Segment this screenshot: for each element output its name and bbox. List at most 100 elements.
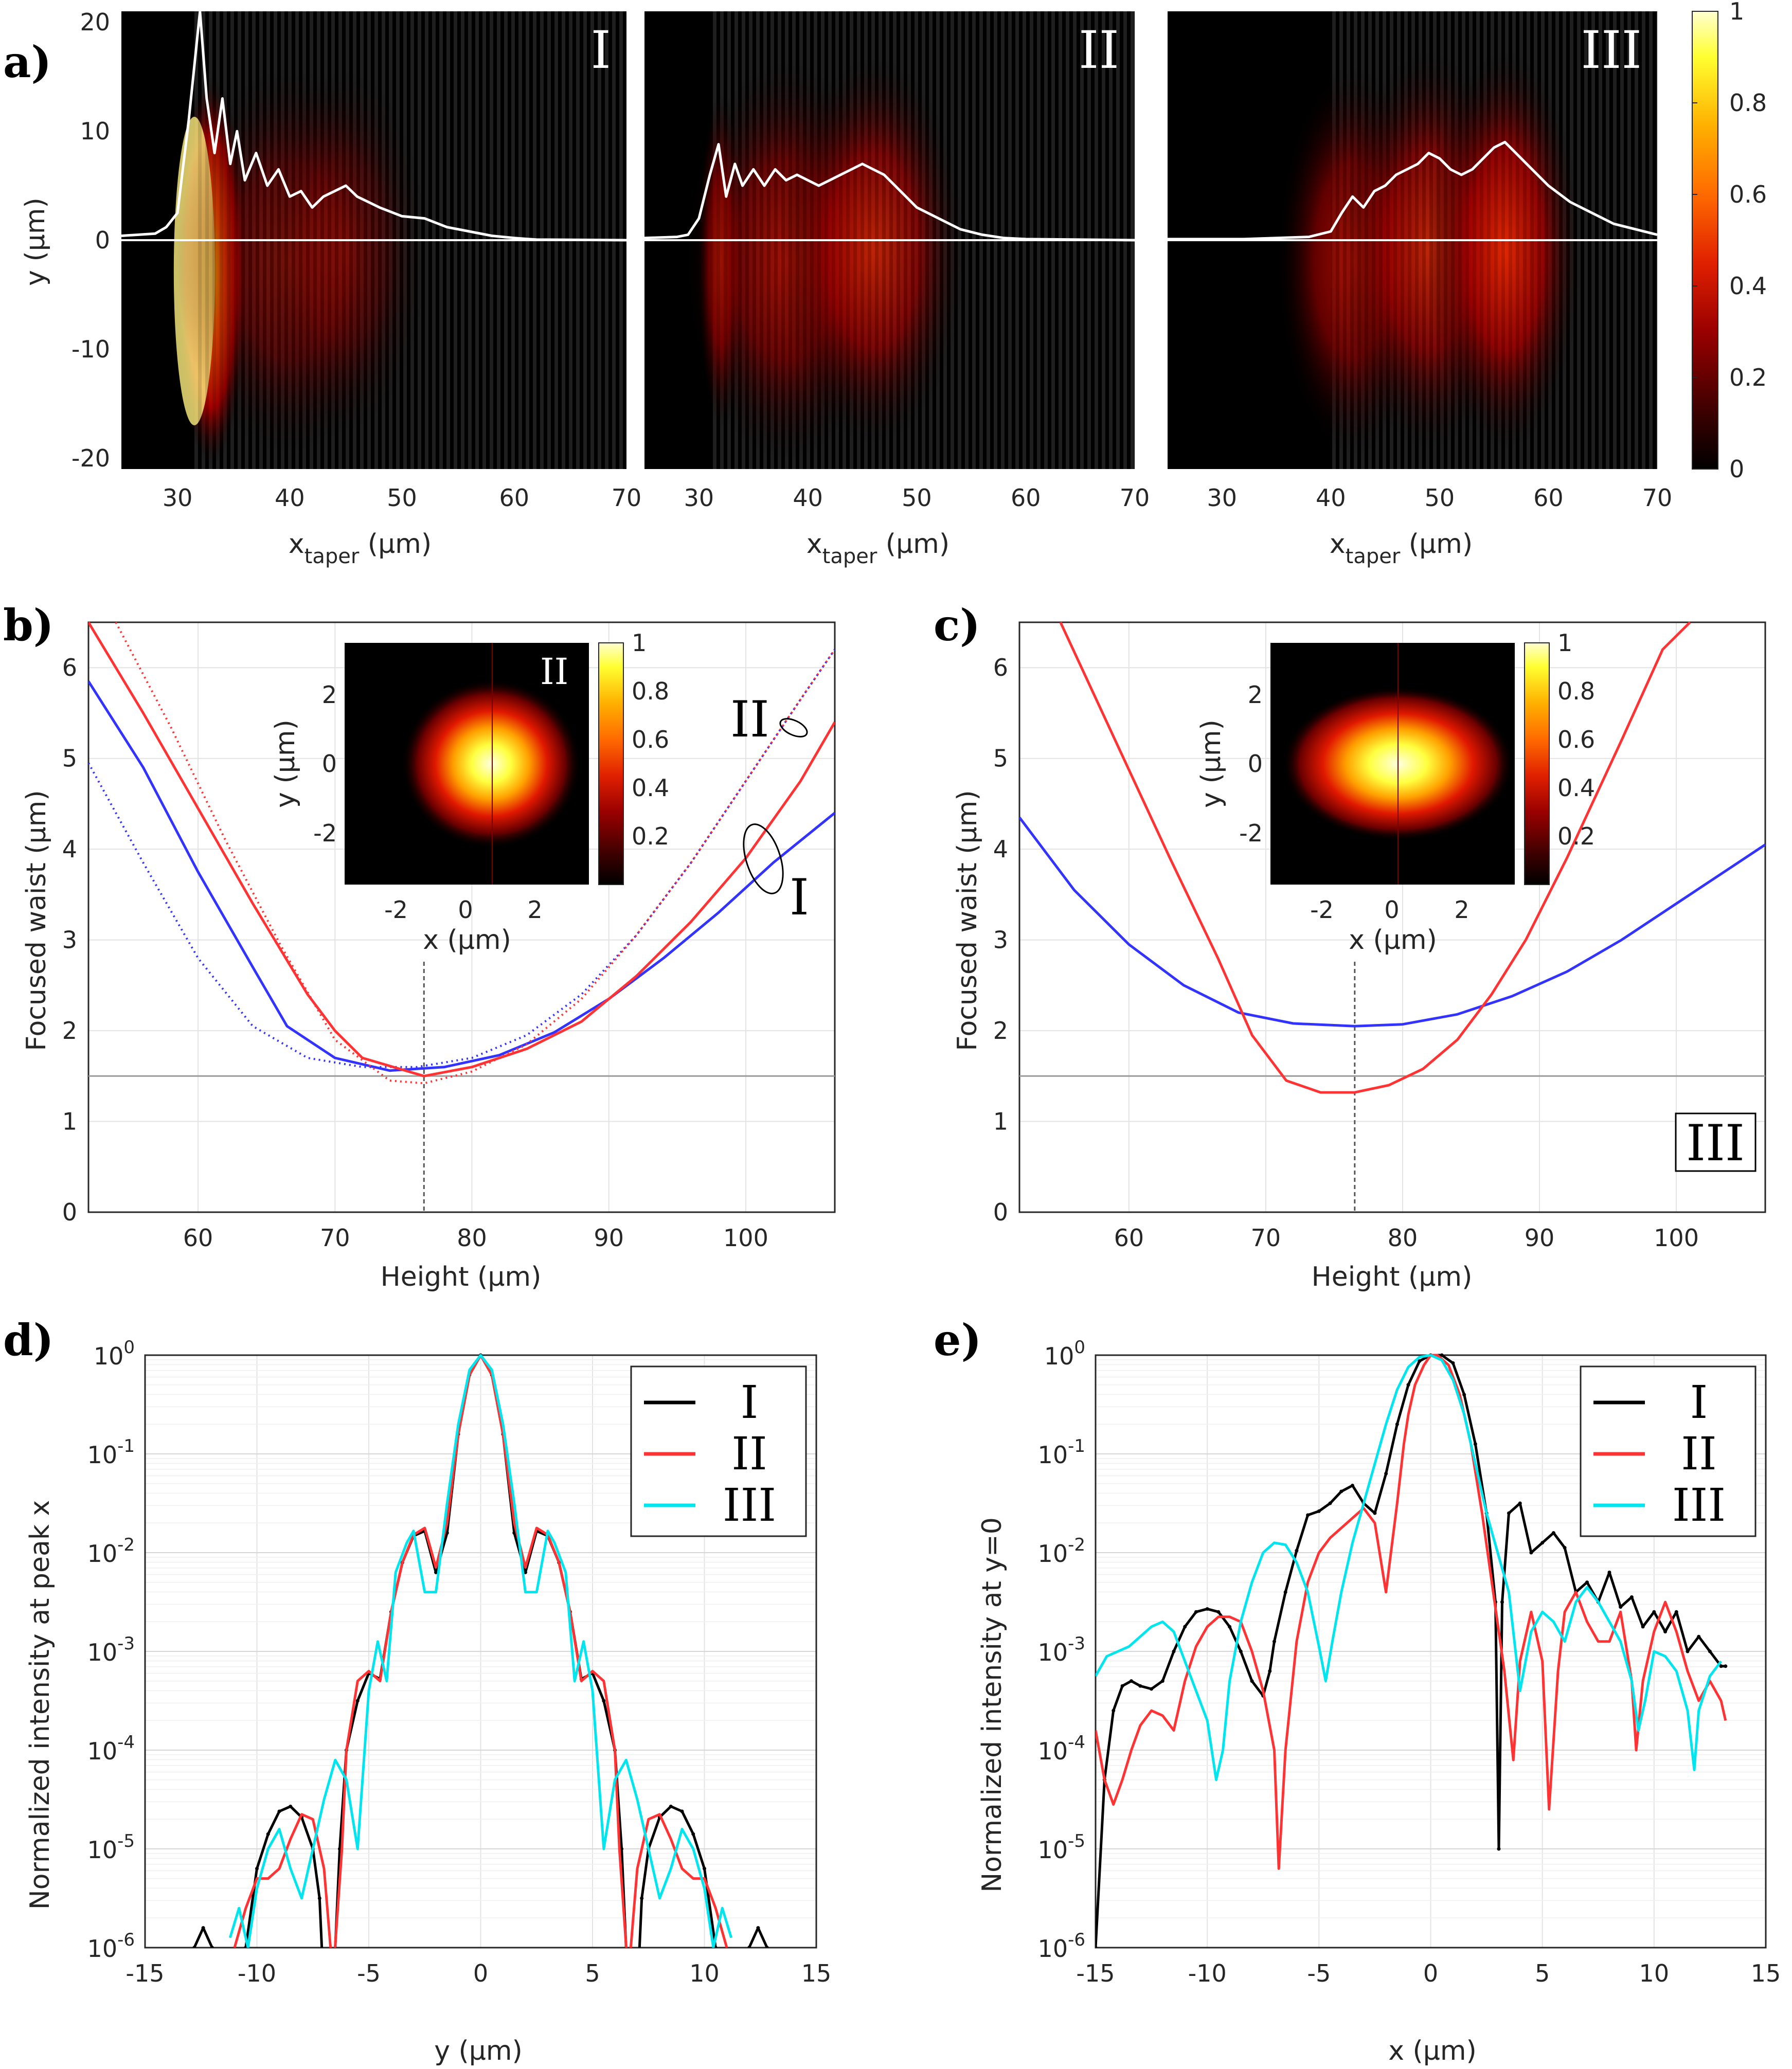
series-marker [1619, 1605, 1623, 1609]
series-marker [669, 1804, 673, 1808]
heatmap-label-iii: III [1581, 20, 1642, 80]
a-xtick-label: 60 [1533, 484, 1564, 512]
inset-cbar-tick-label: 0.2 [632, 822, 669, 850]
ytick-label: 10-5 [1038, 1831, 1085, 1864]
series-marker [322, 1995, 326, 1999]
series-marker [1418, 1359, 1422, 1363]
xtick-label: -15 [1076, 1959, 1115, 1987]
series-marker [1663, 1630, 1668, 1634]
colorbar-tick-label: 0.2 [1729, 364, 1767, 391]
panel-label-b: b) [3, 600, 53, 651]
ytick-label: 5 [62, 745, 77, 772]
xtick-label: 60 [183, 1224, 213, 1252]
panel-a2-xlabel: xtaper (μm) [807, 529, 949, 568]
colorbar-tick-label: 0 [1729, 455, 1744, 483]
a-xtick-label: 70 [1642, 484, 1673, 512]
colorbar-tick-label: 0.6 [1729, 181, 1767, 208]
a-xtick-label: 30 [163, 484, 193, 512]
series-red-solid [88, 621, 835, 1077]
panel-label-e: e) [934, 1315, 981, 1365]
annotation-ellipse-i [743, 823, 784, 894]
series-marker [1205, 1607, 1209, 1611]
xtick-label: 70 [320, 1224, 350, 1252]
ytick-label: 3 [62, 926, 77, 954]
xtick-label: 10 [689, 1959, 720, 1987]
series-marker [1120, 1684, 1124, 1688]
series-marker [631, 1995, 635, 1999]
inset-ytick-label: 2 [322, 681, 337, 709]
xtick-label: 80 [457, 1224, 487, 1252]
panel-d-ylabel: Normalized intensity at peak x [25, 1500, 56, 1910]
series-marker [1529, 1551, 1533, 1555]
inset-cbar-tick-label: 0.6 [1557, 726, 1595, 753]
series-marker [691, 1832, 695, 1836]
panel-a1-xlabel: xtaper (μm) [289, 529, 432, 568]
heatmap-label-i: I [590, 20, 611, 80]
boxlabel-iii: III [1686, 1114, 1745, 1172]
xtick-label: 80 [1388, 1224, 1418, 1252]
a-xtick-label: 40 [1316, 484, 1346, 512]
xtick-label: 70 [1251, 1224, 1281, 1252]
ytick-label: 10-6 [87, 1930, 135, 1963]
series-i [1096, 1354, 1726, 1948]
inset-xtick-label: 0 [1384, 896, 1399, 924]
series-marker [1384, 1471, 1388, 1476]
series-marker [192, 1946, 196, 1948]
series-marker [1172, 1649, 1176, 1653]
series-blue-dotted [88, 649, 835, 1068]
panel-a3-xlabel: xtaper (μm) [1330, 529, 1473, 568]
a-xtick-label: 40 [793, 484, 823, 512]
series-marker [1250, 1679, 1254, 1683]
panel-c-inset: x (μm) y (μm) -2 0 2 2 0 -2 1 0.8 0.6 0.4 0.2 [1196, 629, 1595, 956]
series-marker [1652, 1610, 1656, 1614]
series-marker [703, 1866, 706, 1870]
ytick-label: 1 [993, 1108, 1008, 1136]
series-marker [1540, 1541, 1545, 1545]
series-marker [1295, 1549, 1299, 1553]
series-marker [1406, 1383, 1410, 1387]
ytick-label: 2 [993, 1017, 1008, 1045]
series-marker [1228, 1625, 1232, 1629]
series-marker [1697, 1634, 1701, 1639]
axes-frame [1018, 621, 1766, 1213]
inset-ytick-label: 0 [322, 750, 337, 778]
annotation-ellipse-ii [779, 718, 808, 737]
inset-ytick-label: 2 [1248, 681, 1263, 709]
series-marker [1507, 1511, 1511, 1515]
a-xtick-label: 30 [684, 484, 714, 512]
inset-xtick-label: 2 [1454, 896, 1469, 924]
series-marker [317, 1896, 321, 1900]
legend-label-i: I [1690, 1376, 1708, 1429]
series-marker [1585, 1580, 1589, 1585]
ytick-label: 6 [993, 654, 1008, 681]
series-marker [1283, 1590, 1287, 1594]
ytick-label: 0 [62, 1198, 77, 1226]
series-marker [1462, 1393, 1466, 1397]
series-marker [1563, 1545, 1567, 1550]
inset-cbar-tick-label: 1 [632, 629, 647, 657]
series-marker [1607, 1570, 1611, 1574]
a-ytick-label: 0 [95, 226, 110, 254]
ytick-label: 10-1 [87, 1436, 135, 1469]
a-xtick-label: 60 [499, 484, 530, 512]
ytick-label: 4 [62, 835, 77, 863]
heatmap-panel-i: I [121, 11, 626, 469]
series-marker [1268, 1669, 1272, 1673]
ytick-label: 10-4 [87, 1732, 135, 1765]
a-ytick-label: -10 [71, 335, 110, 363]
series-marker [640, 1896, 644, 1900]
legend-label-ii: II [731, 1427, 767, 1480]
series-marker [1440, 1353, 1444, 1357]
series-marker [255, 1866, 259, 1870]
panel-a-ylabel: y (μm) [20, 197, 51, 286]
ytick-label: 10-2 [87, 1535, 135, 1568]
series-marker [765, 1946, 769, 1948]
ytick-label: 2 [62, 1017, 77, 1045]
panel-b-inset: II x (μm) y (μm) -2 0 2 2 0 -2 1 0.8 0.6 0.4 0.2 [270, 629, 669, 956]
xtick-label: 90 [1525, 1224, 1555, 1252]
series-marker [1328, 1501, 1332, 1505]
a-xtick-label: 50 [387, 484, 417, 512]
series-marker [1183, 1625, 1187, 1629]
